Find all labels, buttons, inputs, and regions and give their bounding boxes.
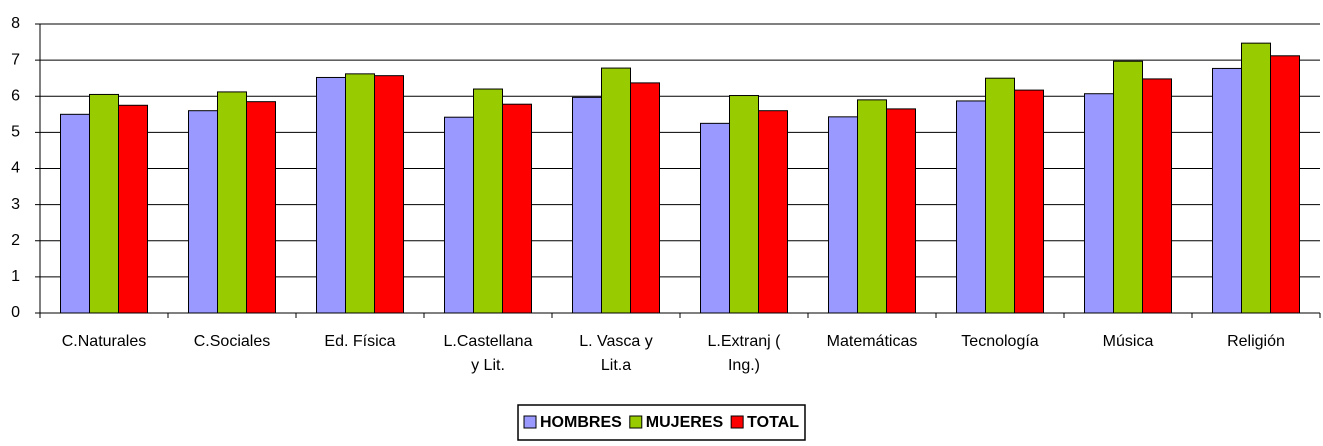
y-tick-label: 7: [11, 51, 20, 68]
legend-label: MUJERES: [646, 414, 724, 431]
bar: [857, 99, 887, 314]
x-tick-label: L.Castellana y Lit.: [444, 333, 533, 374]
bar: [985, 77, 1015, 314]
y-tick-label: 2: [11, 232, 20, 249]
bar: [217, 91, 247, 314]
bar: [118, 104, 148, 314]
bar: [246, 101, 276, 314]
x-tick-label: Religión: [1227, 333, 1285, 350]
legend-swatch: [523, 415, 537, 429]
bar: [188, 110, 218, 314]
y-tick-label: 8: [11, 15, 20, 32]
bar: [1113, 60, 1143, 314]
x-tick-label: C.Sociales: [194, 333, 270, 350]
bar: [758, 110, 788, 314]
bar: [1212, 67, 1242, 314]
bar: [700, 122, 730, 314]
bar: [1241, 42, 1271, 314]
bar: [60, 113, 90, 314]
bar: [1084, 93, 1114, 314]
x-tick-label: Ed. Física: [324, 333, 395, 350]
bar: [345, 73, 375, 314]
bar: [956, 100, 986, 314]
legend-swatch: [730, 415, 744, 429]
bar: [316, 76, 346, 314]
legend-label: HOMBRES: [540, 414, 622, 431]
x-tick-label: Tecnología: [961, 333, 1038, 350]
bar: [572, 96, 602, 314]
x-tick-label: L.Extranj (Ing.): [708, 333, 782, 374]
bar: [886, 108, 916, 314]
legend-swatch: [629, 415, 643, 429]
x-tick-label: Música: [1103, 333, 1154, 350]
bar: [1142, 78, 1172, 314]
bar: [444, 116, 474, 314]
bar: [502, 103, 532, 314]
bar: [729, 95, 759, 314]
legend: [517, 404, 806, 441]
y-tick-label: 3: [11, 196, 20, 213]
bar: [89, 93, 119, 314]
y-tick-label: 4: [11, 160, 20, 177]
x-tick-label: L. Vasca y Lit.a: [579, 333, 653, 374]
x-tick-label: C.Naturales: [62, 333, 146, 350]
y-tick-label: 1: [11, 268, 20, 285]
bar: [630, 82, 660, 314]
y-tick-label: 0: [11, 304, 20, 321]
bar: [601, 67, 631, 314]
x-tick-label: Matemáticas: [827, 333, 918, 350]
bar: [828, 116, 858, 314]
bar: [374, 75, 404, 314]
y-tick-label: 6: [11, 87, 20, 104]
bar: [473, 88, 503, 314]
bar: [1014, 89, 1044, 314]
y-tick-label: 5: [11, 124, 20, 141]
legend-label: TOTAL: [747, 414, 799, 431]
bar: [1270, 55, 1300, 314]
